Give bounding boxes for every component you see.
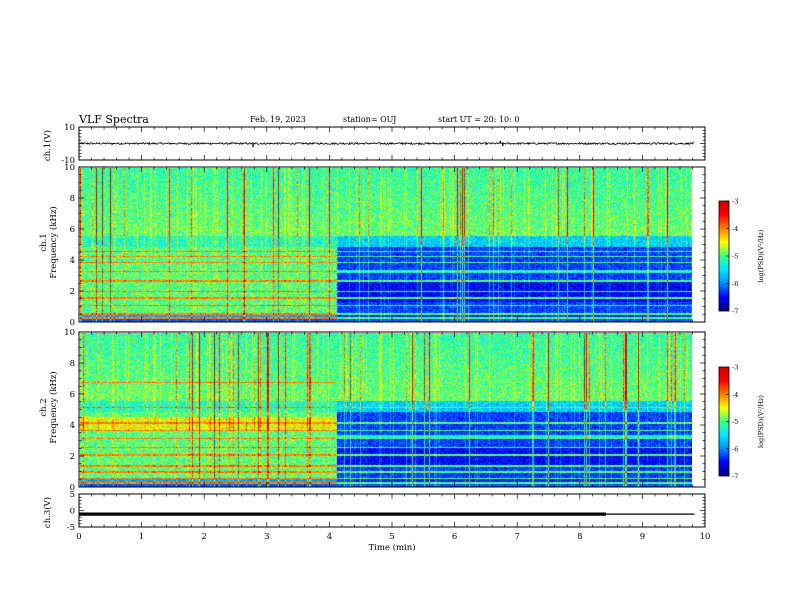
ch1-spectrogram-ytick-label: 8 (70, 194, 75, 204)
ch2-spectrogram-channel-label: ch.2 (39, 398, 49, 416)
ch1-colorbar-tick-label: -6 (732, 280, 738, 288)
ch1-colorbar-tick-label: -5 (732, 253, 738, 261)
ch3-waveform-ytick-label: -5 (67, 523, 75, 533)
ch2-colorbar-tick-label: -5 (732, 418, 738, 426)
x-tick-label: 8 (577, 532, 582, 542)
ch2-spectrogram-image (80, 333, 692, 487)
plot-title: VLF Spectra (79, 113, 149, 126)
ch2-spectrogram-ytick-label: 6 (70, 390, 75, 400)
ch1-spectrogram-channel-label: ch.1 (39, 233, 49, 251)
ch1-colorbar-tick-label: -7 (732, 308, 738, 316)
ch2-colorbar-tick-label: -6 (732, 445, 738, 453)
ch1-spectrogram-ytick-label: 10 (64, 163, 75, 173)
ch2-colorbar-tick-label: -3 (732, 364, 738, 372)
chart-marks (78, 140, 730, 516)
ch1-spectrogram-ytick-label: 2 (70, 287, 75, 297)
ch2-colorbar-label: log(PSD)(V²/Hz) (757, 395, 765, 448)
ch1-colorbar-label: log(PSD)(V²/Hz) (757, 229, 765, 282)
ch1-trace (78, 141, 695, 146)
ch2-spectrogram-ylabel: Frequency (kHz) (48, 371, 59, 443)
x-tick-label: 10 (700, 532, 711, 542)
ch1-spectrogram-image (80, 168, 692, 322)
ch1-colorbar-tick-label: -3 (732, 198, 738, 206)
ch2-spectrogram-ytick-label: 10 (64, 328, 75, 338)
x-axis-label: Time (min) (368, 542, 415, 553)
ch1-colorbar-tick-label: -4 (732, 225, 738, 233)
x-tick-label: 3 (264, 532, 269, 542)
ch1-spectrogram-ytick-label: 6 (70, 225, 75, 235)
x-tick-label: 6 (452, 532, 457, 542)
spectrogram-images (80, 168, 692, 487)
ch1-spectrogram-ytick-label: 4 (70, 256, 75, 266)
x-tick-label: 0 (76, 532, 81, 542)
ch3-waveform-ytick-label: 0 (70, 507, 75, 517)
x-tick-label: 5 (389, 532, 394, 542)
x-tick-label: 1 (139, 532, 144, 542)
ch3-waveform-ylabel: ch.3(V) (42, 497, 53, 528)
x-tick-label: 2 (201, 532, 206, 542)
ch1-waveform-ytick-label: 10 (64, 123, 75, 133)
plot-header: VLF Spectra Feb. 19, 2023 station= OUJ s… (0, 0, 792, 130)
ch1-waveform-ylabel: ch.1(V) (42, 130, 53, 161)
ch1-spectrogram-ylabel: Frequency (kHz) (48, 206, 59, 278)
x-tick-label: 4 (327, 532, 332, 542)
ch2-spectrogram-ytick-label: 2 (70, 452, 75, 462)
ch2-spectrogram-ytick-label: 8 (70, 359, 75, 369)
x-tick-label: 7 (514, 532, 519, 542)
panel-frames (78, 126, 729, 528)
ch2-spectrogram-ytick-label: 4 (70, 421, 75, 431)
ch1-spectrogram-ytick-label: 0 (70, 318, 75, 328)
x-tick-label: 9 (640, 532, 645, 542)
ch3-waveform-ytick-label: 5 (70, 490, 75, 500)
ch2-spectrogram-ytick-label: 0 (70, 483, 75, 493)
start-time-label: start UT = 20: 10: 0 (438, 115, 520, 124)
observation-date: Feb. 19, 2023 (250, 115, 306, 124)
ch2-colorbar-tick-label: -7 (732, 473, 738, 481)
ch1-waveform-ytick-label: -10 (61, 156, 75, 166)
station-label: station= OUJ (343, 115, 397, 124)
ch2-colorbar-tick-label: -4 (732, 391, 738, 399)
